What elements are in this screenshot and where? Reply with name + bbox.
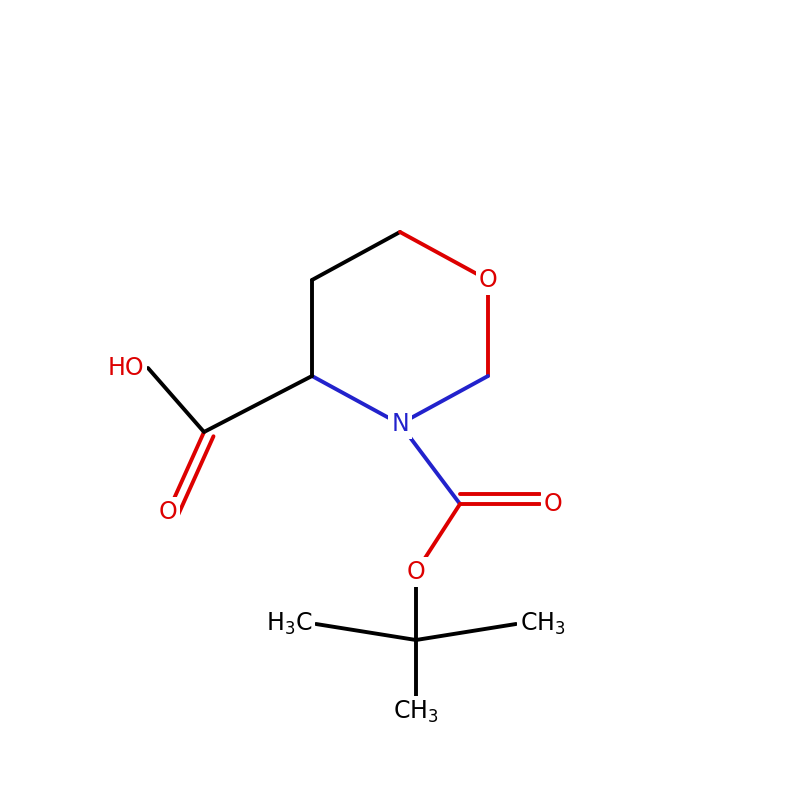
Text: O: O <box>158 500 178 524</box>
Text: CH$_3$: CH$_3$ <box>393 699 439 725</box>
Text: H$_3$C: H$_3$C <box>266 611 312 637</box>
Text: O: O <box>406 560 426 584</box>
Text: O: O <box>544 492 562 516</box>
Text: HO: HO <box>107 356 144 380</box>
Text: N: N <box>391 412 409 436</box>
Text: O: O <box>478 268 498 292</box>
Text: CH$_3$: CH$_3$ <box>520 611 566 637</box>
